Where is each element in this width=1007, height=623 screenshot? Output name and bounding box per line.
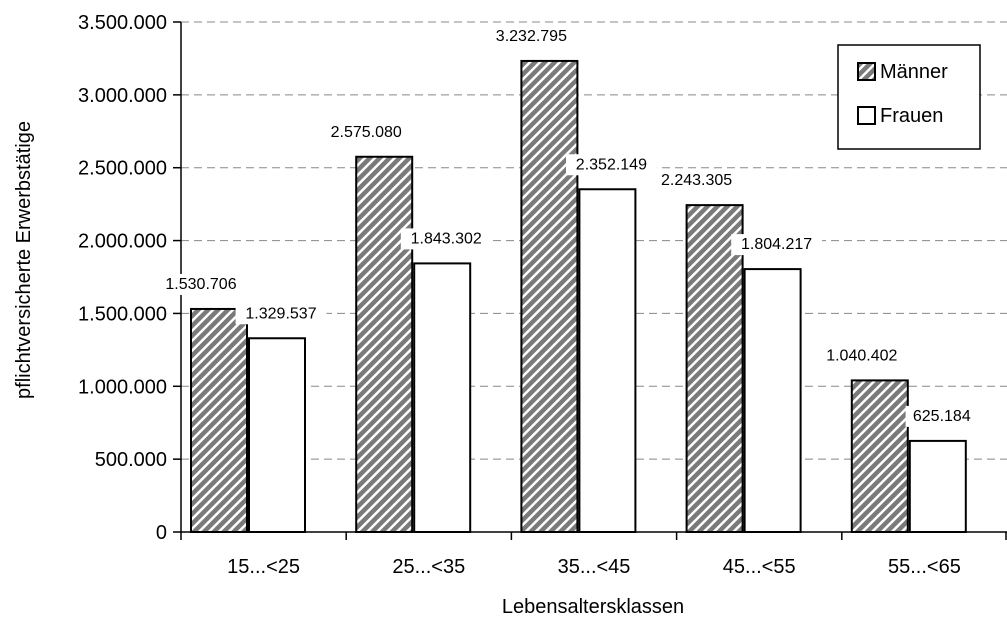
bars [190,59,967,534]
data-label: 1.040.402 [826,347,897,364]
data-label: 1.804.217 [741,236,812,253]
data-labels: 1.530.706 2.575.080 3.232.795 2.243.305 1.04… [155,25,978,427]
data-label-bg [235,303,327,325]
data-label-bg [155,273,247,295]
bar-maenner [850,379,909,533]
data-label-bg [400,228,492,250]
bar-frauen [578,188,637,533]
bar-maenner [190,307,248,533]
y-tick-label: 1.500.000 [78,303,167,325]
data-label: 3.232.795 [496,28,567,45]
bar-maenner [520,59,579,534]
bar-maenner [685,204,744,533]
data-label-bg [486,25,577,47]
data-label: 2.575.080 [331,124,402,141]
data-label: 1.530.706 [165,276,236,293]
x-tick-label: 45...<55 [723,556,796,578]
y-tick-label: 0 [156,522,167,544]
bar-frauen [908,439,967,534]
data-label-bg [816,345,908,367]
x-axis-title: Lebensaltersklassen [502,596,684,618]
data-label: 2.352.149 [576,156,647,173]
data-label-bg [320,121,412,143]
data-label-bg [731,234,822,256]
x-tick-label: 15...<25 [227,556,300,578]
data-label: 1.843.302 [411,230,482,247]
y-tick-label: 3.000.000 [78,85,167,107]
axes: 0 500.000 1.000.000 1.500.000 2.000.000 2.500… [78,12,1007,578]
data-label: 1.329.537 [245,305,316,322]
legend-label-maenner: Männer [880,61,948,83]
data-label-bg [905,405,978,427]
bar-maenner [355,155,414,534]
legend: Männer Frauen [837,44,981,150]
x-tick-label: 55...<65 [888,556,961,578]
bar-frauen [743,268,802,533]
legend-swatch-frauen [857,106,876,125]
x-tick-label: 35...<45 [558,556,631,578]
y-tick-label: 500.000 [95,449,167,471]
data-label: 2.243.305 [661,172,732,189]
data-label-bg [651,170,742,192]
y-tick-label: 1.000.000 [78,376,167,398]
y-axis-title: pflichtversicherte Erwerbstätige [13,121,35,399]
bar-frauen [248,337,306,533]
bar-frauen [413,262,472,533]
data-label: 625.184 [913,408,971,425]
legend-swatch-maenner [857,62,876,81]
y-tick-label: 2.000.000 [78,231,167,253]
y-tick-label: 2.500.000 [78,158,167,180]
x-tick-label: 25...<35 [392,556,465,578]
legend-label-frauen: Frauen [880,105,943,127]
y-tick-label: 3.500.000 [78,12,167,34]
data-label-bg [566,154,657,176]
